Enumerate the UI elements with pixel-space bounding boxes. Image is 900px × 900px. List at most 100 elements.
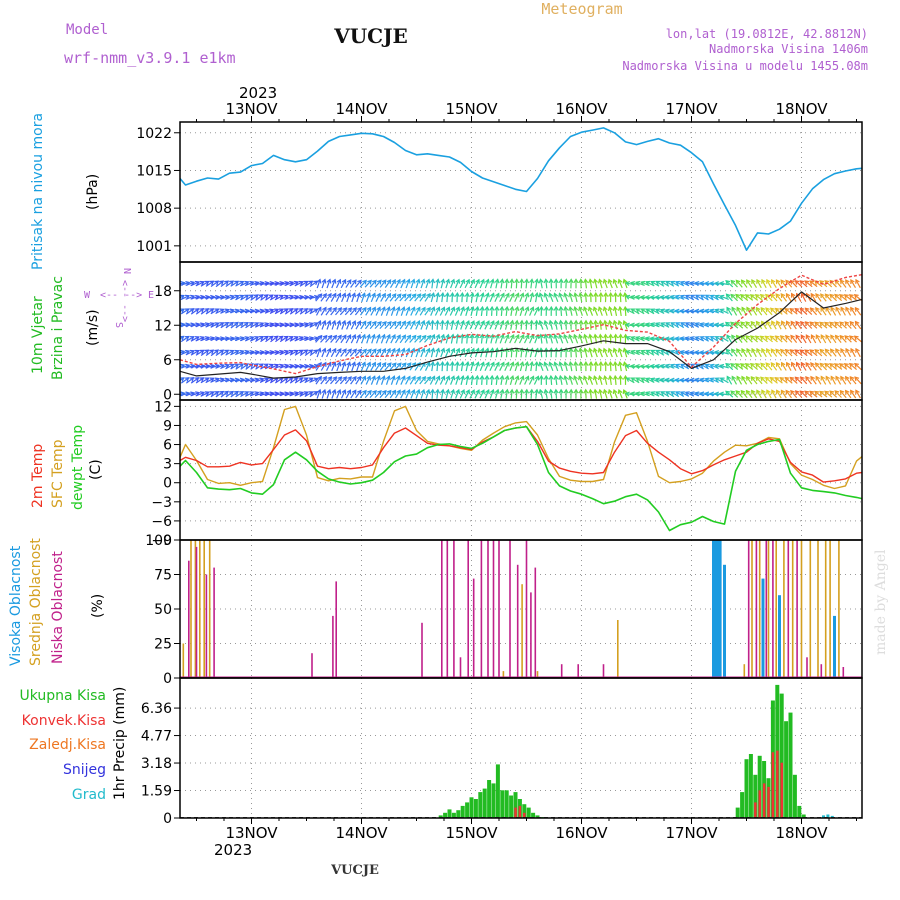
wind-arrow [614,306,618,317]
coords-text: lon,lat (19.0812E, 42.8812N) [666,27,868,41]
wind-arrow-head [405,278,411,284]
wind-arrow [619,306,622,316]
wind-arrow [815,362,822,371]
wind-arrow-head [854,306,860,312]
wind-arrow [499,293,505,302]
wind-arrow [190,392,200,397]
wind-arrow-head [853,335,859,341]
wind-arrow [489,389,494,399]
wind-arrow-head [630,336,636,341]
wind-arrow [489,320,495,330]
wind-arrow [180,392,185,395]
wind-arrow [335,348,342,358]
wind-arrow [740,390,748,399]
wind-arrow [530,320,533,330]
wind-arrow-head [425,347,431,353]
wind-arrow-head [809,349,815,354]
precip-conv-bar [754,802,757,818]
wind-arrow-head [745,335,751,340]
wind-arrow [790,335,798,343]
wind-arrow-head [332,334,338,340]
wind-arrow-head [597,306,603,312]
wind-arrow [736,307,743,316]
wind-arrow [535,362,538,372]
wind-arrow-head [779,335,785,340]
wind-arrow [284,377,293,384]
wind-arrow-head [644,336,650,342]
wind-arrow [456,362,459,372]
wind-arrow [309,391,318,398]
wind-arrow [180,350,190,356]
wind-arrow-head [405,347,411,353]
wind-arrow-head [366,292,371,298]
wind-arrow [436,320,439,330]
wind-arrow [229,309,239,314]
wind-arrow-head [630,308,636,313]
wind-arrow [476,334,478,344]
wind-arrow [195,391,205,397]
wind-arrow-head [273,335,279,341]
wind-arrow [274,377,284,384]
wind-arrow-head [298,349,304,355]
wind-arrow-head [612,319,618,325]
wind-arrow-head [439,361,446,366]
wind-arrow [404,362,412,371]
wind-arrow-head [376,279,382,285]
wind-arrow-head [612,374,619,380]
wind-arrow-head [331,278,337,284]
wind-arrow [614,375,617,385]
cloud-bar-low [842,667,845,678]
wind-title-2: Brzina i Pravac [50,276,66,380]
wind-arrow-head [765,362,771,368]
wind-arrow [494,362,500,371]
wind-arrow-head [199,391,205,397]
wind-arrow [225,391,234,398]
wind-arrow [765,335,773,343]
wind-arrow-head [474,305,480,311]
wind-arrow-head [430,375,436,381]
wind-arrow [735,280,743,288]
wind-arrow [505,279,508,289]
wind-arrow [225,350,234,356]
wind-arrow [215,349,224,356]
wind-arrow-head [731,348,736,354]
wind-arrow-head [829,293,835,299]
wind-arrow-head [455,319,461,325]
wind-arrow [624,306,627,316]
wind-arrow [415,279,420,289]
wind-arrow-head [499,374,505,380]
wind-arrow [440,279,445,289]
wind-arrow-head [351,375,357,381]
wind-arrow [479,320,485,330]
precip-hail-bar [826,814,830,818]
wind-arrow-head [386,389,392,395]
wind-arrow-head [341,292,347,298]
wind-arrow [625,324,635,327]
wind-arrow-head [464,292,470,298]
wind-arrow-head [558,333,564,339]
wind-arrow [809,349,818,357]
wind-arrow-head [416,334,422,340]
wind-arrow [220,280,229,287]
wind-arrow [269,282,279,286]
wind-arrow [530,279,533,289]
wind-arrow-head [538,278,544,284]
wind-arrow [361,293,366,303]
wind-arrow [579,293,583,303]
wind-arrow [269,308,279,315]
wind-arrow-head [214,308,220,313]
wind-arrow [770,293,778,302]
wind-arrow [284,392,294,397]
wind-arrow [464,320,470,330]
wind-arrow-head [785,389,791,395]
wind-arrow [499,320,504,330]
wind-arrow [394,362,402,371]
wind-arrow-head [654,322,661,328]
wind-arrow [330,307,337,316]
wind-arrow [469,279,475,289]
wind-arrow [670,379,680,382]
wind-arrow [735,294,744,302]
wind-arrow-head [234,349,240,355]
wind-arrow [424,293,431,302]
wind-arrow-head [583,388,589,394]
